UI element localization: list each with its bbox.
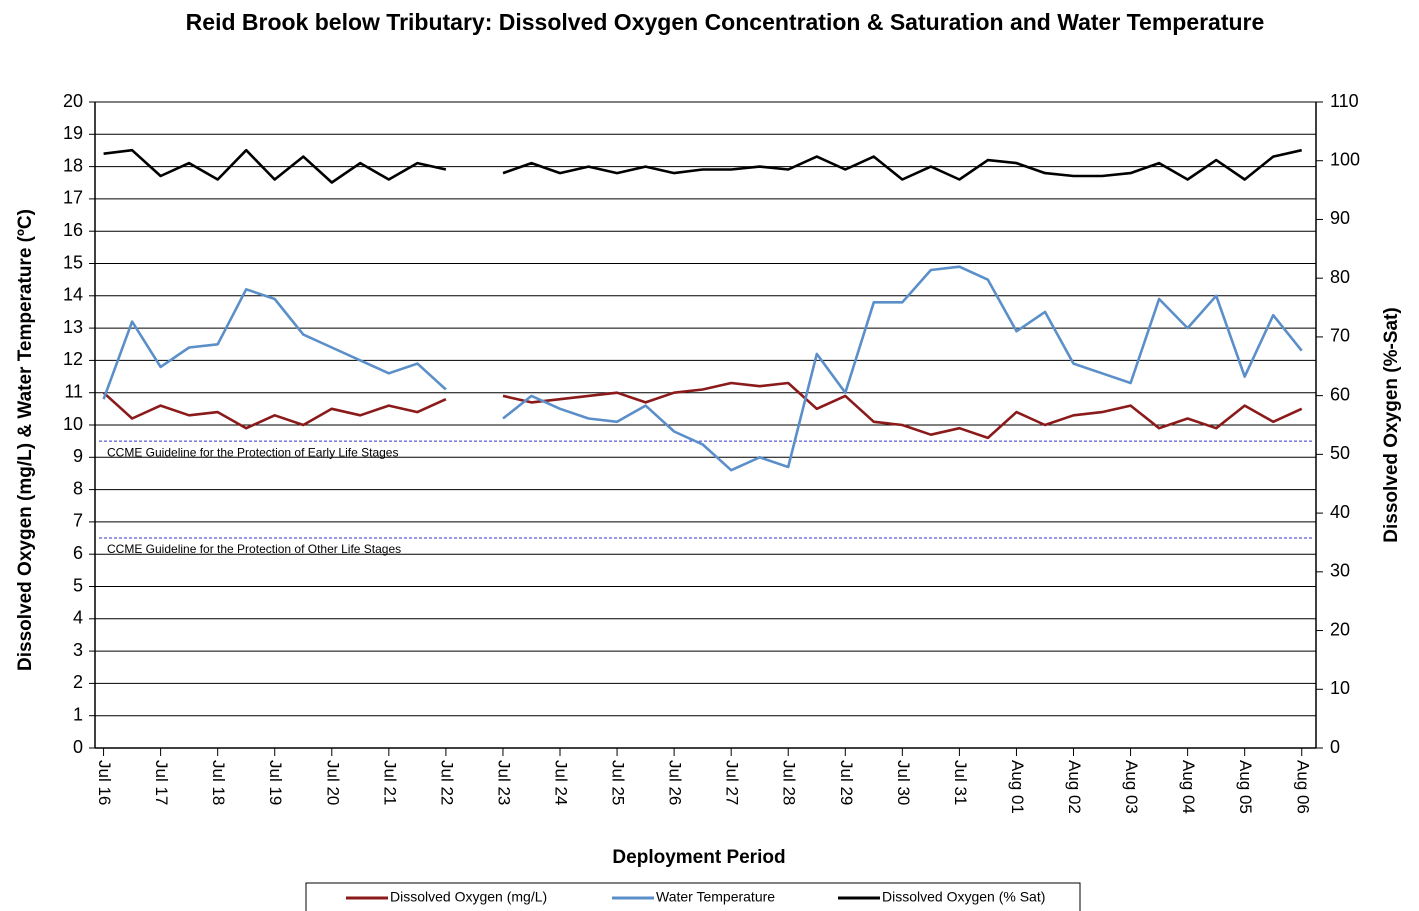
x-tick-label: Aug 04	[1179, 760, 1198, 814]
y-axis-title: Dissolved Oxygen (mg/L) & Water Temperat…	[15, 209, 36, 671]
x-tick-label: Jul 25	[609, 760, 628, 805]
y-tick-label: 13	[63, 317, 83, 337]
x-tick-label: Aug 03	[1122, 760, 1141, 814]
x-tick-label: Jul 16	[95, 760, 114, 805]
x-axis-title: Deployment Period	[612, 847, 785, 868]
y-tick-label: 9	[73, 446, 83, 466]
x-tick-label: Jul 23	[494, 760, 513, 805]
y-tick-label: 14	[63, 285, 83, 305]
y2-tick-label: 100	[1330, 149, 1360, 169]
y2-tick-label: 110	[1330, 91, 1359, 111]
guideline-label: CCME Guideline for the Protection of Oth…	[107, 542, 401, 556]
y-tick-label: 7	[73, 511, 83, 531]
x-tick-label: Jul 21	[380, 760, 399, 805]
y-tick-label: 15	[63, 252, 83, 272]
x-tick-label: Jul 22	[437, 760, 456, 805]
y-tick-label: 0	[73, 737, 83, 757]
y-tick-label: 8	[73, 478, 83, 498]
y-tick-label: 12	[63, 349, 83, 369]
y-tick-label: 18	[63, 155, 83, 175]
series-line	[102, 265, 1303, 472]
y-tick-label: 10	[63, 414, 83, 434]
y2-tick-label: 20	[1330, 619, 1350, 639]
y2-tick-label: 50	[1330, 443, 1350, 463]
y2-tick-label: 30	[1330, 561, 1350, 581]
y-tick-label: 17	[63, 188, 83, 208]
x-tick-label: Jul 28	[780, 760, 799, 805]
y-tick-label: 6	[73, 543, 83, 563]
x-tick-label: Aug 06	[1293, 760, 1312, 814]
y-tick-label: 20	[63, 91, 83, 111]
y2-tick-label: 40	[1330, 502, 1350, 522]
x-tick-label: Jul 31	[951, 760, 970, 805]
y2-tick-label: 90	[1330, 208, 1350, 228]
x-tick-label: Aug 02	[1065, 760, 1084, 814]
x-tick-label: Jul 26	[666, 760, 685, 805]
x-tick-label: Jul 24	[552, 760, 571, 805]
x-tick-label: Jul 20	[323, 760, 342, 805]
x-tick-label: Aug 05	[1236, 760, 1255, 814]
legend-box	[305, 882, 1081, 911]
legend-label: Dissolved Oxygen (mg/L)	[390, 889, 547, 905]
y2-tick-label: 70	[1330, 326, 1350, 346]
y-tick-label: 11	[64, 381, 83, 401]
y2-tick-label: 0	[1330, 737, 1340, 757]
y-tick-label: 1	[73, 704, 83, 724]
x-tick-label: Jul 27	[723, 760, 742, 805]
y2-tick-label: 80	[1330, 267, 1350, 287]
guideline-label: CCME Guideline for the Protection of Ear…	[107, 445, 398, 459]
series-line	[102, 381, 1303, 440]
x-tick-label: Jul 29	[837, 760, 856, 805]
y2-axis-title: Dissolved Oxygen (%-Sat)	[1381, 307, 1402, 542]
legend-label: Water Temperature	[656, 889, 775, 905]
y-tick-label: 3	[73, 640, 83, 660]
y-tick-label: 16	[63, 220, 83, 240]
y-tick-label: 19	[63, 123, 83, 143]
y2-tick-label: 10	[1330, 678, 1350, 698]
x-tick-label: Jul 30	[894, 760, 913, 805]
series-line	[103, 148, 1302, 184]
y2-tick-label: 60	[1330, 384, 1350, 404]
x-tick-label: Jul 19	[266, 760, 285, 805]
y-tick-label: 2	[73, 672, 83, 692]
chart-title: Reid Brook below Tributary: Dissolved Ox…	[185, 9, 1265, 35]
x-tick-label: Jul 18	[209, 760, 228, 805]
y-tick-label: 5	[73, 575, 83, 595]
legend-label: Dissolved Oxygen (% Sat)	[882, 889, 1045, 905]
x-tick-label: Aug 01	[1008, 760, 1027, 814]
y-tick-label: 4	[73, 608, 83, 628]
x-tick-label: Jul 17	[152, 760, 171, 805]
